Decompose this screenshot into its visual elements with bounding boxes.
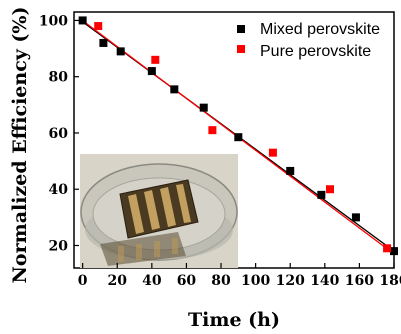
point-mixed	[116, 47, 125, 56]
point-pure	[94, 22, 103, 31]
x-tick-label: 140	[310, 273, 339, 289]
point-pure	[268, 148, 277, 157]
x-tick-label: 80	[211, 273, 231, 289]
point-mixed	[147, 67, 156, 76]
point-mixed	[390, 247, 398, 256]
point-pure	[151, 55, 160, 64]
y-tick-label: 40	[49, 182, 69, 198]
x-tick-label: 60	[177, 273, 197, 289]
x-tick-label: 20	[108, 273, 128, 289]
y-tick-label: 100	[39, 13, 68, 29]
point-pure	[326, 185, 334, 194]
point-mixed	[234, 133, 243, 142]
legend-label-mixed: Mixed perovskite	[260, 21, 380, 38]
legend-marker-mixed	[237, 25, 245, 33]
legend: Mixed perovskite Pure perovskite	[237, 21, 380, 60]
x-tick-label: 100	[241, 273, 270, 289]
y-tick-label: 80	[49, 70, 69, 86]
point-pure	[208, 126, 217, 135]
y-tick-label: 60	[49, 126, 69, 142]
point-mixed	[351, 213, 360, 222]
x-tick-label: 180	[379, 273, 401, 289]
y-axis-label: Normalized Efficiency (%)	[9, 7, 31, 284]
x-axis-label: Time (h)	[188, 309, 280, 331]
point-mixed	[170, 85, 179, 94]
point-mixed	[78, 16, 87, 25]
axis-ticks: 0 20 40 60 80 100 120 140 160 180 20 40 60 80 100	[39, 13, 401, 289]
point-mixed	[199, 103, 208, 112]
point-mixed	[317, 190, 326, 199]
data-points	[78, 16, 398, 256]
point-mixed	[286, 166, 295, 175]
legend-marker-pure	[237, 45, 245, 53]
y-tick-label: 20	[49, 238, 69, 254]
point-pure	[383, 244, 392, 253]
point-mixed	[99, 38, 108, 47]
x-tick-label: 0	[78, 273, 88, 289]
legend-label-pure: Pure perovskite	[260, 43, 371, 60]
x-tick-label: 40	[142, 273, 162, 289]
inset-photo	[80, 154, 238, 268]
x-tick-label: 160	[345, 273, 374, 289]
x-tick-label: 120	[276, 273, 305, 289]
